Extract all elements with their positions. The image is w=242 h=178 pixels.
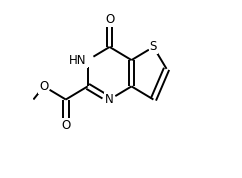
Text: N: N (105, 93, 114, 106)
Text: S: S (150, 40, 157, 53)
Text: O: O (61, 119, 70, 132)
Text: HN: HN (69, 54, 87, 67)
Text: O: O (39, 80, 49, 93)
Text: O: O (105, 13, 114, 26)
